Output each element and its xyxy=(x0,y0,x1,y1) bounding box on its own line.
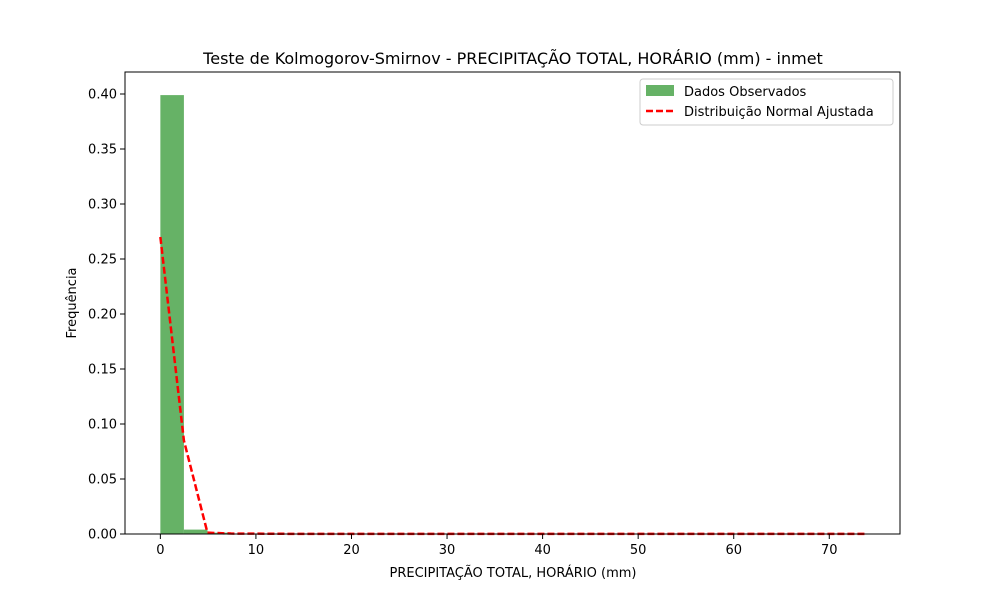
y-tick-label: 0.15 xyxy=(88,363,117,378)
y-tick-label: 0.05 xyxy=(88,473,117,488)
legend: Dados Observados Distribuição Normal Aju… xyxy=(639,78,894,126)
y-tick-label: 0.30 xyxy=(88,198,117,213)
x-tick-label: 60 xyxy=(725,543,742,558)
legend-label-fitted: Distribuição Normal Ajustada xyxy=(684,105,874,120)
x-tick-label: 20 xyxy=(343,543,360,558)
y-tick-label: 0.20 xyxy=(88,308,117,323)
x-axis-ticks: 0 10 20 30 40 50 60 70 xyxy=(156,534,838,558)
x-tick-label: 0 xyxy=(156,543,164,558)
x-tick-label: 50 xyxy=(630,543,647,558)
legend-label-observed: Dados Observados xyxy=(684,85,807,100)
histogram-bar xyxy=(160,95,184,534)
histogram-bar xyxy=(183,529,208,534)
x-tick-label: 30 xyxy=(439,543,456,558)
x-axis-label: PRECIPITAÇÃO TOTAL, HORÁRIO (mm) xyxy=(390,565,637,581)
y-tick-label: 0.25 xyxy=(88,253,117,268)
legend-box xyxy=(639,78,894,126)
chart-title: Teste de Kolmogorov-Smirnov - PRECIPITAÇ… xyxy=(202,49,823,68)
y-axis-label: Frequência xyxy=(65,267,80,338)
x-tick-label: 40 xyxy=(534,543,551,558)
x-tick-label: 10 xyxy=(248,543,265,558)
legend-swatch-observed xyxy=(646,85,674,96)
y-tick-label: 0.00 xyxy=(88,528,117,543)
y-tick-label: 0.40 xyxy=(88,88,117,103)
axes-frame xyxy=(124,71,901,535)
y-tick-label: 0.10 xyxy=(88,418,117,433)
x-tick-label: 70 xyxy=(821,543,838,558)
y-axis-ticks: 0.00 0.05 0.10 0.15 0.20 0.25 0.30 0.35 0.40 xyxy=(88,88,125,543)
y-tick-label: 0.35 xyxy=(88,143,117,158)
